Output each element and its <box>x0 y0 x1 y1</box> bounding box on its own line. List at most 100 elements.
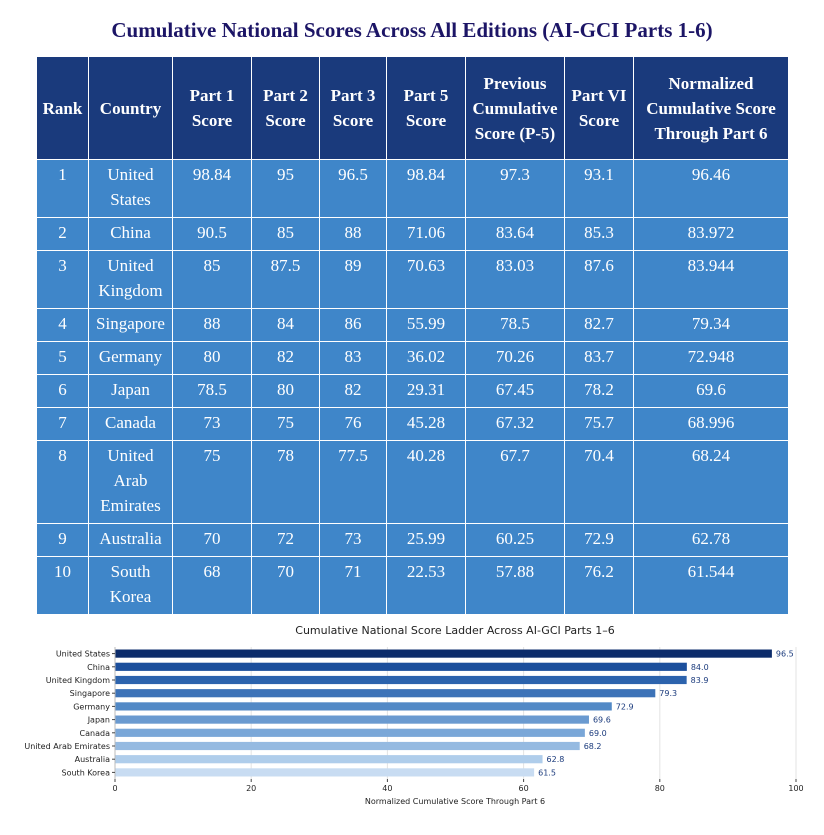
cell-previous: 67.45 <box>465 374 565 408</box>
bar <box>115 728 585 737</box>
score-ladder-chart: Cumulative National Score Ladder Across … <box>24 624 804 806</box>
cell-part3: 77.5 <box>319 440 387 524</box>
cell-part5: 29.31 <box>386 374 466 408</box>
cell-part3: 96.5 <box>319 159 387 218</box>
cell-country: United States <box>88 159 173 218</box>
header-previous-cumulative: Previous Cumulative Score (P-5) <box>465 56 565 160</box>
cell-part1: 85 <box>172 250 252 309</box>
cell-rank: 1 <box>36 159 89 218</box>
cell-rank: 4 <box>36 308 89 342</box>
cell-part1: 73 <box>172 407 252 441</box>
cell-normalized: 79.34 <box>633 308 789 342</box>
header-part6: Part VI Score <box>564 56 634 160</box>
bar <box>115 702 612 711</box>
x-tick-label: 100 <box>788 784 803 793</box>
cell-part2: 84 <box>251 308 320 342</box>
table-row: 10 South Korea 68 70 71 22.53 57.88 76.2… <box>36 556 789 615</box>
cell-previous: 67.32 <box>465 407 565 441</box>
cell-previous: 83.03 <box>465 250 565 309</box>
bar-value-label: 61.5 <box>538 768 556 777</box>
cell-part6: 78.2 <box>564 374 634 408</box>
cell-part2: 75 <box>251 407 320 441</box>
cell-previous: 97.3 <box>465 159 565 218</box>
bar <box>115 755 543 764</box>
bar-value-label: 79.3 <box>659 689 677 698</box>
cell-country: Japan <box>88 374 173 408</box>
cell-normalized: 61.544 <box>633 556 789 615</box>
bar-category-label: Canada <box>80 729 111 738</box>
cell-part2: 82 <box>251 341 320 375</box>
table-row: 9 Australia 70 72 73 25.99 60.25 72.9 62… <box>36 523 789 557</box>
header-part5: Part 5 Score <box>386 56 466 160</box>
cell-part5: 98.84 <box>386 159 466 218</box>
header-part2: Part 2 Score <box>251 56 320 160</box>
cell-part1: 78.5 <box>172 374 252 408</box>
chart-x-axis-label: Normalized Cumulative Score Through Part… <box>365 797 545 806</box>
chart-x-axis: 0 20 40 60 80 100 <box>112 647 804 793</box>
table-row: 5 Germany 80 82 83 36.02 70.26 83.7 72.9… <box>36 341 789 375</box>
table-row: 8 United Arab Emirates 75 78 77.5 40.28 … <box>36 440 789 524</box>
bar <box>115 649 772 658</box>
cell-previous: 57.88 <box>465 556 565 615</box>
cell-part3: 82 <box>319 374 387 408</box>
table-row: 3 United Kingdom 85 87.5 89 70.63 83.03 … <box>36 250 789 309</box>
cell-rank: 5 <box>36 341 89 375</box>
header-part1: Part 1 Score <box>172 56 252 160</box>
cell-part3: 76 <box>319 407 387 441</box>
bar-value-label: 68.2 <box>584 742 602 751</box>
cell-part1: 68 <box>172 556 252 615</box>
cell-part5: 45.28 <box>386 407 466 441</box>
cell-part3: 86 <box>319 308 387 342</box>
cell-part1: 90.5 <box>172 217 252 251</box>
header-normalized: Normalized Cumulative Score Through Part… <box>633 56 789 160</box>
cell-part6: 87.6 <box>564 250 634 309</box>
table-row: 4 Singapore 88 84 86 55.99 78.5 82.7 79.… <box>36 308 789 342</box>
header-rank: Rank <box>36 56 89 160</box>
cell-part1: 88 <box>172 308 252 342</box>
cell-normalized: 69.6 <box>633 374 789 408</box>
table-header-row: Rank Country Part 1 Score Part 2 Score P… <box>36 56 789 160</box>
bar-value-label: 96.5 <box>776 650 794 659</box>
cell-part6: 93.1 <box>564 159 634 218</box>
cell-rank: 3 <box>36 250 89 309</box>
cell-country: Germany <box>88 341 173 375</box>
x-tick-label: 60 <box>519 784 529 793</box>
cell-country: United Kingdom <box>88 250 173 309</box>
table-row: 6 Japan 78.5 80 82 29.31 67.45 78.2 69.6 <box>36 374 789 408</box>
cell-part5: 55.99 <box>386 308 466 342</box>
chart-title: Cumulative National Score Ladder Across … <box>295 624 614 637</box>
bar-category-label: United States <box>56 650 110 659</box>
x-tick-label: 20 <box>246 784 256 793</box>
cell-normalized: 83.972 <box>633 217 789 251</box>
cell-part6: 83.7 <box>564 341 634 375</box>
bar <box>115 768 535 777</box>
table-row: 1 United States 98.84 95 96.5 98.84 97.3… <box>36 159 789 218</box>
cell-rank: 2 <box>36 217 89 251</box>
cell-part2: 72 <box>251 523 320 557</box>
cell-rank: 7 <box>36 407 89 441</box>
bar-value-label: 84.0 <box>691 663 709 672</box>
cell-normalized: 96.46 <box>633 159 789 218</box>
cell-part6: 85.3 <box>564 217 634 251</box>
table-row: 2 China 90.5 85 88 71.06 83.64 85.3 83.9… <box>36 217 789 251</box>
cell-part3: 73 <box>319 523 387 557</box>
bar-category-label: Australia <box>75 755 110 764</box>
bar-category-label: Singapore <box>70 689 110 698</box>
cell-part3: 88 <box>319 217 387 251</box>
cell-rank: 8 <box>36 440 89 524</box>
bar-category-label: United Kingdom <box>46 676 110 685</box>
bar-value-label: 83.9 <box>691 676 709 685</box>
cell-part1: 75 <box>172 440 252 524</box>
chart-bars: United States 96.5 China 84.0 United Kingdom… <box>24 649 794 777</box>
cell-part6: 70.4 <box>564 440 634 524</box>
scores-table: Rank Country Part 1 Score Part 2 Score P… <box>36 56 789 615</box>
cell-part6: 75.7 <box>564 407 634 441</box>
cell-part1: 80 <box>172 341 252 375</box>
cell-part1: 98.84 <box>172 159 252 218</box>
cell-previous: 78.5 <box>465 308 565 342</box>
cell-part3: 83 <box>319 341 387 375</box>
cell-normalized: 72.948 <box>633 341 789 375</box>
bar-value-label: 72.9 <box>616 702 634 711</box>
bar-category-label: China <box>87 663 110 672</box>
cell-part2: 95 <box>251 159 320 218</box>
